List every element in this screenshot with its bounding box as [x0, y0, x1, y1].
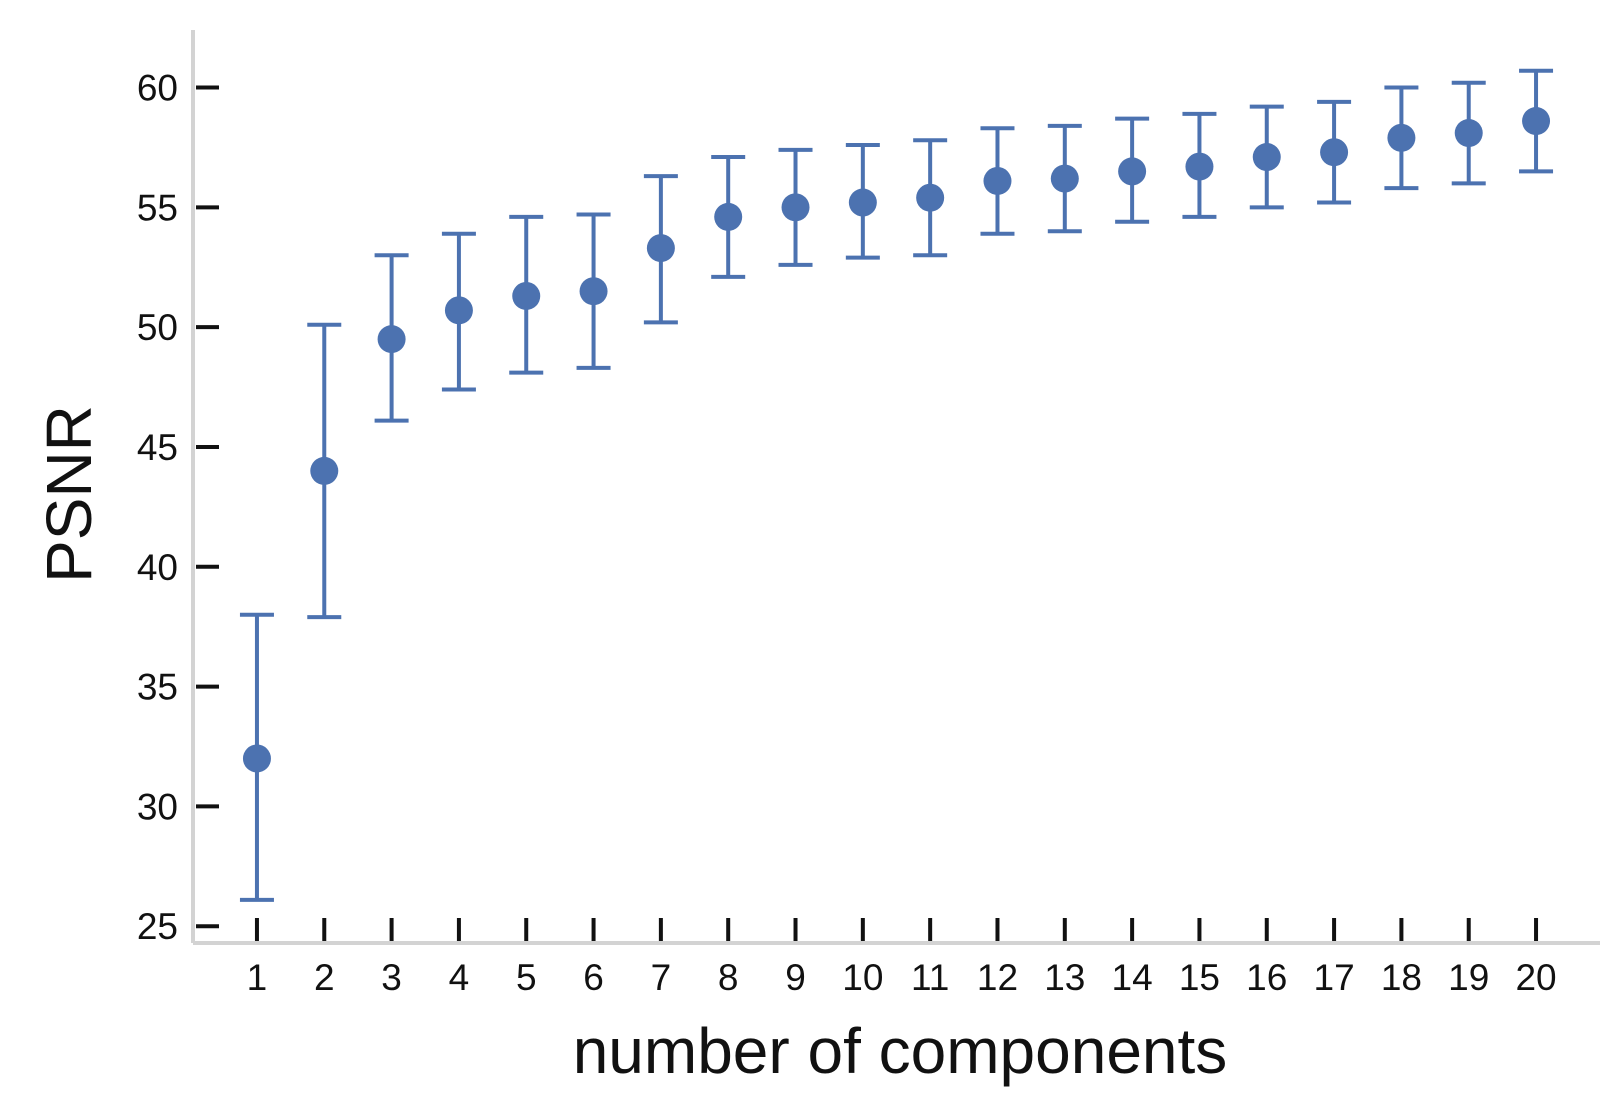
data-point — [1050, 164, 1079, 193]
data-point — [242, 744, 271, 773]
x-tick-label: 20 — [1515, 957, 1556, 998]
x-tick-label: 16 — [1246, 957, 1287, 998]
data-point — [310, 456, 339, 485]
y-tick-label: 30 — [137, 786, 178, 827]
x-tick-label: 18 — [1381, 957, 1422, 998]
data-point — [1185, 152, 1214, 181]
x-tick-label: 2 — [314, 957, 335, 998]
x-tick-label: 3 — [381, 957, 402, 998]
x-tick-label: 13 — [1044, 957, 1085, 998]
data-point — [444, 296, 473, 325]
x-tick-label: 10 — [842, 957, 883, 998]
x-tick-label: 5 — [516, 957, 537, 998]
y-axis-label: PSNR — [33, 405, 105, 583]
data-point — [916, 183, 945, 212]
data-point — [1252, 143, 1281, 172]
data-point — [512, 281, 541, 310]
x-tick-label: 8 — [718, 957, 739, 998]
x-tick-label: 6 — [583, 957, 604, 998]
y-tick-label: 60 — [137, 68, 178, 109]
data-point — [579, 277, 608, 306]
data-point — [377, 325, 406, 354]
y-tick-label: 50 — [137, 307, 178, 348]
data-point — [848, 188, 877, 217]
x-tick-label: 1 — [247, 957, 268, 998]
x-tick-label: 17 — [1314, 957, 1355, 998]
x-tick-label: 9 — [785, 957, 806, 998]
data-point — [983, 166, 1012, 195]
data-points — [242, 107, 1551, 773]
data-point — [1118, 157, 1147, 186]
x-tick-label: 15 — [1179, 957, 1220, 998]
y-tick-label: 25 — [137, 906, 178, 947]
y-tick-label: 45 — [137, 427, 178, 468]
data-point — [1387, 123, 1416, 152]
data-point — [646, 234, 675, 263]
data-point — [1522, 107, 1551, 136]
data-point — [714, 202, 743, 231]
x-tick-label: 4 — [449, 957, 470, 998]
y-tick-label: 35 — [137, 667, 178, 708]
y-axis-ticks: 25 30 35 40 45 50 55 60 — [137, 68, 219, 947]
error-bars — [239, 68, 1554, 902]
x-tick-label: 19 — [1448, 957, 1489, 998]
data-point — [1454, 119, 1483, 148]
x-axis-ticks: 1 2 3 4 5 6 7 8 9 10 11 12 13 14 15 16 17 18 19 20 — [247, 918, 1557, 998]
data-point — [781, 193, 810, 222]
y-tick-label: 40 — [137, 547, 178, 588]
data-point — [1320, 138, 1349, 167]
axes-spines — [191, 30, 1600, 945]
y-tick-label: 55 — [137, 187, 178, 228]
x-tick-label: 7 — [651, 957, 672, 998]
x-axis-label: number of components — [573, 1015, 1228, 1087]
x-tick-label: 12 — [977, 957, 1018, 998]
x-tick-label: 14 — [1112, 957, 1153, 998]
x-tick-label: 11 — [911, 957, 949, 998]
